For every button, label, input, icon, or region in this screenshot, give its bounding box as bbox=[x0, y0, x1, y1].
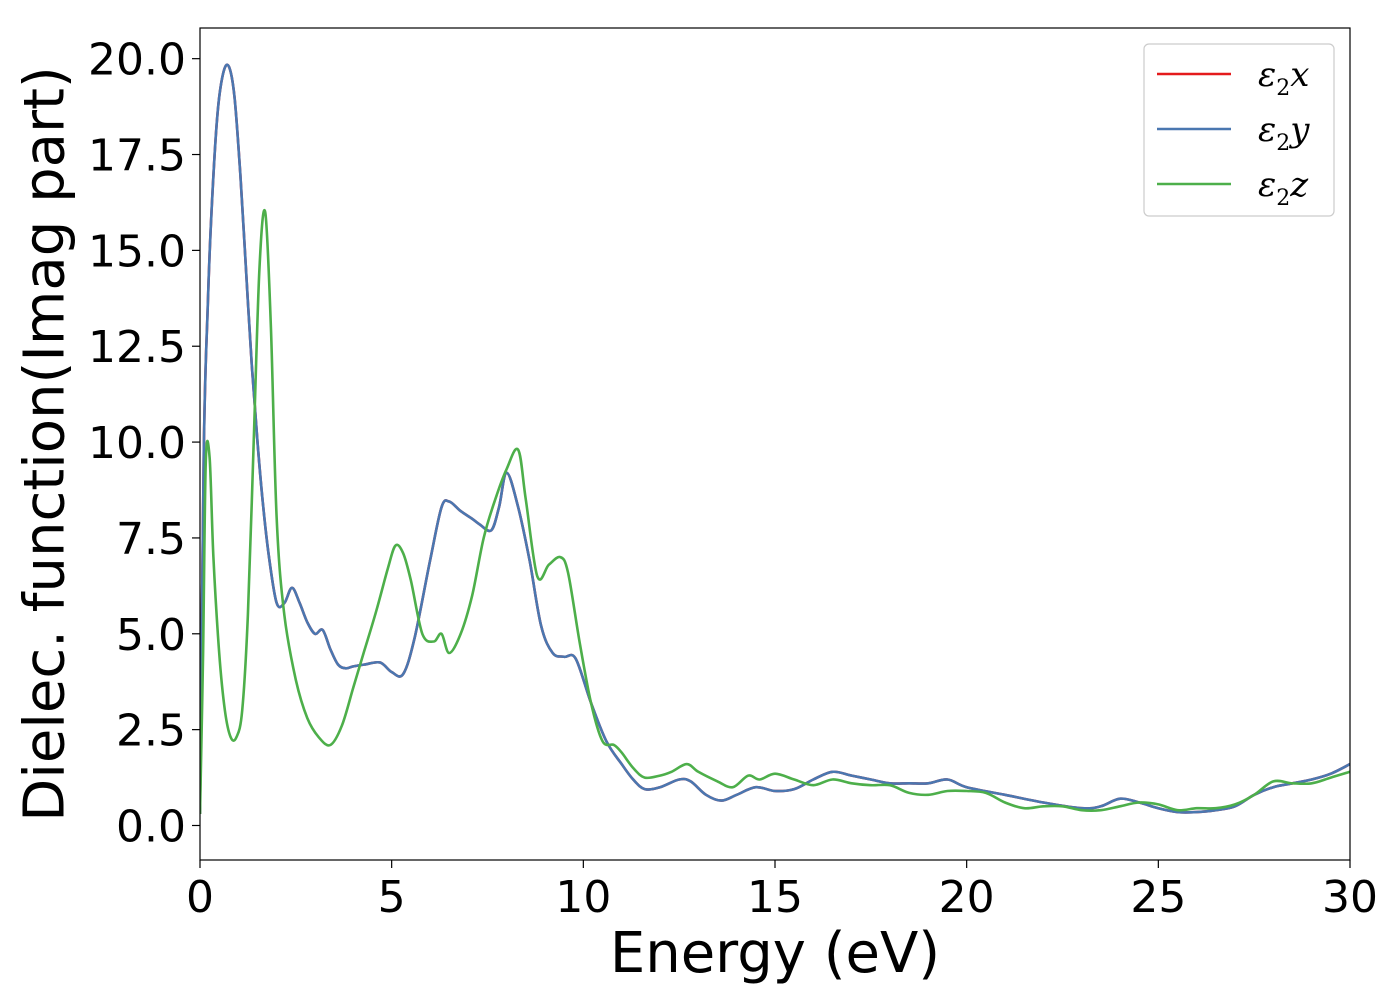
y-tick-label: 17.5 bbox=[88, 131, 186, 182]
legend-subscript: 2 bbox=[1276, 76, 1290, 101]
y-tick-label: 5.0 bbox=[116, 610, 186, 661]
legend-component: x bbox=[1290, 55, 1309, 95]
y-axis: 0.0 2.5 5.0 7.5 10.0 12.5 15.0 17.5 20.0 bbox=[88, 35, 200, 852]
legend-label-y: ε2y bbox=[1258, 110, 1310, 156]
legend-epsilon: ε bbox=[1258, 165, 1276, 205]
legend-epsilon: ε bbox=[1258, 55, 1276, 95]
legend-label-x: ε2x bbox=[1258, 55, 1309, 101]
legend-label-z: ε2z bbox=[1258, 165, 1309, 211]
legend-component: z bbox=[1289, 165, 1309, 205]
x-axis: 0 5 10 15 20 25 30 bbox=[186, 860, 1378, 923]
x-axis-title: Energy (eV) bbox=[610, 921, 940, 986]
x-tick-label: 15 bbox=[747, 872, 803, 923]
plot-lines bbox=[200, 63, 1350, 815]
legend-subscript: 2 bbox=[1276, 186, 1290, 211]
series-line-z bbox=[200, 208, 1350, 815]
legend-subscript: 2 bbox=[1276, 131, 1290, 156]
legend-epsilon: ε bbox=[1258, 110, 1276, 150]
y-tick-label: 10.0 bbox=[88, 418, 186, 469]
y-tick-label: 20.0 bbox=[88, 35, 186, 86]
y-axis-title: Dielec. function(Imag part) bbox=[13, 66, 78, 822]
y-tick-label: 15.0 bbox=[88, 226, 186, 277]
legend-component: y bbox=[1288, 110, 1310, 150]
legend-box bbox=[1143, 43, 1335, 217]
x-tick-label: 20 bbox=[939, 872, 995, 923]
y-tick-label: 0.0 bbox=[116, 801, 186, 852]
x-tick-label: 10 bbox=[555, 872, 611, 923]
y-tick-label: 7.5 bbox=[116, 514, 186, 565]
x-tick-label: 25 bbox=[1130, 872, 1186, 923]
y-tick-label: 12.5 bbox=[88, 322, 186, 373]
y-tick-label: 2.5 bbox=[116, 706, 186, 757]
x-tick-label: 30 bbox=[1322, 872, 1378, 923]
x-tick-label: 5 bbox=[378, 872, 406, 923]
x-tick-label: 0 bbox=[186, 872, 214, 923]
